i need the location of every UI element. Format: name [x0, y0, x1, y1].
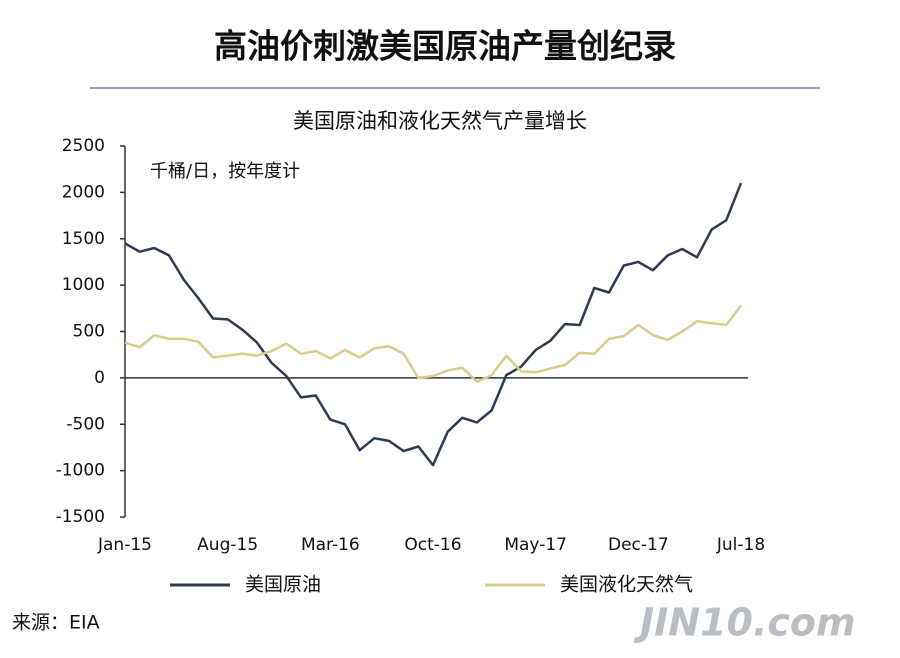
y-tick-label: 1500: [62, 229, 105, 249]
y-tick-label: 0: [94, 368, 105, 388]
series-line: [124, 304, 742, 383]
page-title: 高油价刺激美国原油产量创纪录: [214, 27, 676, 66]
x-tick-label: Mar-16: [301, 535, 360, 555]
x-tick-label: Oct-16: [404, 535, 461, 555]
x-tick-label: Aug-15: [197, 535, 258, 555]
x-tick-label: Dec-17: [608, 535, 669, 555]
series-line: [124, 182, 743, 467]
y-tick-label: 2000: [62, 182, 105, 202]
y-tick-label: 500: [73, 322, 105, 342]
y-tick-label: -1000: [56, 461, 105, 481]
legend-label: 美国原油: [245, 574, 321, 596]
y-tick-label: 2500: [62, 136, 105, 156]
y-tick-label: -500: [66, 414, 105, 434]
y-tick-label: -1500: [56, 507, 105, 527]
x-tick-label: May-17: [504, 535, 567, 555]
x-tick-label: Jul-18: [716, 535, 765, 555]
x-tick-label: Jan-15: [97, 535, 152, 555]
legend-label: 美国液化天然气: [560, 574, 693, 596]
watermark: JIN10.com: [633, 601, 856, 645]
source: 来源：EIA: [12, 612, 100, 634]
y-tick-label: 1000: [62, 275, 105, 295]
chart-title: 美国原油和液化天然气产量增长: [293, 109, 587, 133]
unit-label: 千桶/日，按年度计: [150, 161, 300, 182]
